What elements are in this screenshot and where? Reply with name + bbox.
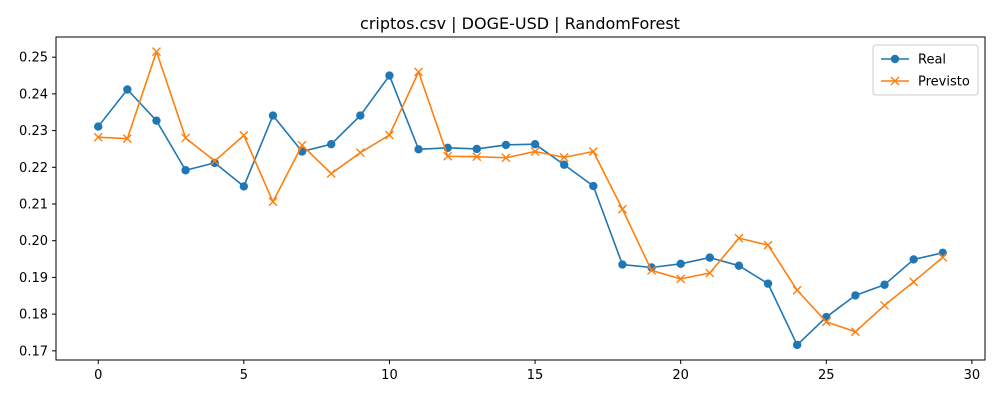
data-point-previsto bbox=[297, 140, 307, 150]
data-point-real bbox=[618, 260, 627, 269]
data-point-previsto bbox=[93, 132, 103, 142]
data-point-previsto bbox=[850, 327, 860, 337]
data-point-real bbox=[822, 312, 831, 322]
data-point-previsto bbox=[909, 277, 919, 287]
data-point-previsto bbox=[384, 130, 394, 140]
x-tick-label: 20 bbox=[672, 368, 689, 383]
data-point-previsto bbox=[501, 153, 511, 163]
data-point-previsto bbox=[705, 268, 715, 278]
data-point-previsto bbox=[763, 240, 773, 250]
data-point-real bbox=[356, 111, 365, 120]
data-point-real bbox=[181, 166, 190, 175]
data-point-previsto bbox=[821, 317, 831, 327]
data-point-real bbox=[909, 255, 918, 264]
data-point-real bbox=[414, 145, 423, 154]
data-point-real bbox=[501, 140, 511, 150]
legend-label-previsto: Previsto bbox=[918, 75, 970, 90]
data-point-real bbox=[705, 253, 714, 262]
x-tick-label: 10 bbox=[381, 368, 398, 383]
data-point-real bbox=[880, 280, 889, 289]
data-point-previsto bbox=[472, 152, 482, 162]
data-point-previsto bbox=[355, 148, 365, 158]
data-point-previsto bbox=[588, 147, 598, 157]
data-point-real bbox=[327, 139, 336, 149]
data-point-previsto bbox=[530, 147, 540, 157]
legend-frame bbox=[872, 44, 979, 96]
data-point-previsto bbox=[938, 252, 948, 262]
chart-title: criptos.csv | DOGE-USD | RandomForest bbox=[360, 14, 680, 33]
data-point-real bbox=[676, 259, 685, 269]
data-point-real bbox=[210, 158, 219, 168]
data-point-previsto bbox=[559, 152, 569, 162]
data-point-real bbox=[472, 144, 482, 154]
data-point-previsto bbox=[414, 67, 424, 77]
y-tick-label: 0.23 bbox=[19, 124, 48, 139]
data-point-previsto bbox=[647, 265, 657, 275]
data-point-previsto bbox=[880, 300, 890, 310]
y-tick-label: 0.22 bbox=[19, 161, 48, 176]
data-point-real bbox=[385, 71, 394, 80]
data-point-real bbox=[123, 85, 132, 94]
data-point-real bbox=[94, 122, 103, 131]
data-point-real bbox=[268, 111, 278, 120]
y-tick-label: 0.18 bbox=[19, 308, 48, 323]
data-point-previsto bbox=[676, 274, 686, 284]
data-point-real bbox=[559, 160, 569, 169]
series-line-real bbox=[97, 74, 943, 346]
series-line-previsto bbox=[98, 50, 944, 333]
data-point-previsto bbox=[617, 204, 627, 214]
y-tick-label: 0.25 bbox=[19, 51, 48, 66]
y-tick-label: 0.20 bbox=[19, 234, 48, 249]
data-point-real bbox=[239, 182, 249, 191]
data-point-previsto bbox=[443, 151, 453, 161]
data-point-real bbox=[530, 139, 540, 149]
legend-label-real: Real bbox=[918, 53, 946, 68]
data-point-real bbox=[734, 261, 744, 270]
data-point-real bbox=[792, 340, 802, 350]
data-point-real bbox=[152, 116, 161, 125]
series-layer bbox=[93, 47, 948, 350]
data-point-real bbox=[938, 248, 947, 258]
x-tick-label: 15 bbox=[527, 368, 544, 383]
y-tick-label: 0.21 bbox=[19, 198, 48, 213]
data-point-previsto bbox=[122, 134, 132, 144]
x-tick-label: 0 bbox=[94, 368, 102, 383]
x-tick-label: 30 bbox=[964, 368, 981, 383]
y-tick-label: 0.24 bbox=[19, 87, 48, 102]
data-point-previsto bbox=[151, 47, 161, 57]
legend: Real Previsto bbox=[872, 44, 979, 96]
data-point-previsto bbox=[210, 156, 220, 166]
data-point-previsto bbox=[326, 169, 336, 179]
data-point-previsto bbox=[181, 133, 191, 143]
legend-marker-real bbox=[890, 54, 900, 64]
axis-ticks: 0 5 10 15 20 25 30 0.17 0.18 0.19 0.20 0.21 0.22 0.23… bbox=[19, 51, 980, 383]
data-point-previsto bbox=[239, 130, 249, 140]
legend-marker-previsto bbox=[890, 76, 900, 86]
data-point-real bbox=[851, 291, 860, 300]
y-tick-label: 0.17 bbox=[19, 344, 48, 359]
data-point-previsto bbox=[792, 285, 802, 295]
y-tick-label: 0.19 bbox=[19, 271, 48, 286]
x-tick-label: 5 bbox=[240, 368, 248, 383]
data-point-real bbox=[763, 279, 773, 288]
data-point-real bbox=[589, 181, 598, 191]
data-point-previsto bbox=[734, 233, 744, 243]
plot-frame bbox=[55, 36, 986, 361]
x-tick-label: 25 bbox=[818, 368, 835, 383]
data-point-previsto bbox=[268, 197, 278, 207]
